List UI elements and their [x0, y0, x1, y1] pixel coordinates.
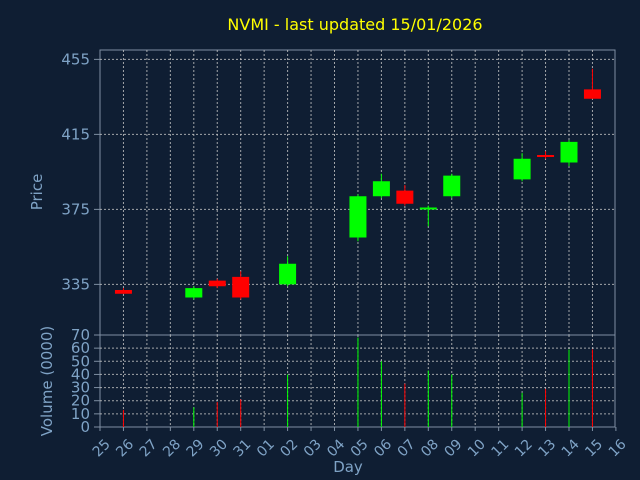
candles: [114, 68, 601, 300]
price-tick-label: 455: [61, 50, 90, 68]
candle-body: [185, 288, 203, 298]
volume-bars: [122, 337, 593, 427]
volume-tick-label: 70: [71, 326, 90, 344]
price-tick-label: 335: [61, 275, 90, 293]
candle-body: [114, 290, 132, 294]
candle-body: [537, 155, 555, 157]
volume-axis-label: Volume (0000): [38, 326, 56, 436]
price-tick-label: 415: [61, 125, 90, 143]
candle-body: [279, 263, 297, 285]
candle-body: [560, 141, 578, 163]
price-y-ticks: 335 375 415 455: [61, 50, 100, 293]
volume-tick-label: 20: [71, 392, 90, 410]
candle-body: [513, 158, 531, 180]
volume-tick-label: 40: [71, 365, 90, 383]
candle-body: [443, 175, 461, 197]
volume-tick-label: 10: [71, 405, 90, 423]
volume-tick-label: 60: [71, 339, 90, 357]
volume-tick-label: 50: [71, 352, 90, 370]
volume-tick-label: 30: [71, 379, 90, 397]
chart-title: NVMI - last updated 15/01/2026: [227, 15, 482, 34]
price-axis-label: Price: [28, 174, 46, 211]
candle-body: [349, 196, 367, 238]
candle-body: [232, 276, 250, 298]
x-axis-label: Day: [333, 458, 363, 476]
candle-body: [419, 207, 437, 210]
candle-body: [396, 190, 414, 204]
candle-body: [208, 280, 226, 287]
price-tick-label: 375: [61, 200, 90, 218]
volume-tick-label: 0: [80, 418, 90, 436]
candle-body: [583, 89, 601, 99]
candle-body: [372, 181, 390, 197]
